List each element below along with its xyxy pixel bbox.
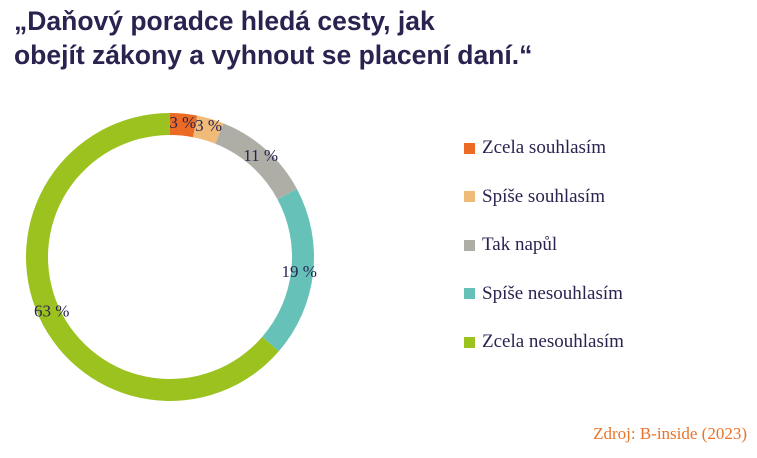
chart-title-line-1: „Daňový poradce hledá cesty, jak (14, 6, 435, 36)
data-label-tak-napul: 11 % (243, 146, 278, 165)
donut-slice-spise-souhlasim (193, 115, 224, 144)
chart-title-line-2: obejít zákony a vyhnout se placení daní.… (14, 40, 533, 70)
legend-swatch (464, 288, 475, 299)
donut-slice-spise-nesouhlasim (262, 188, 314, 352)
legend-item-zcela-nesouhlasim: Zcela nesouhlasím (464, 330, 624, 354)
data-label-spise-nesouhlasim: 19 % (281, 262, 316, 281)
legend-label: Tak napůl (482, 234, 558, 255)
data-label-spise-souhlasim: 3 % (195, 116, 222, 135)
legend-item-zcela-souhlasim: Zcela souhlasím (464, 136, 624, 160)
chart-title: „Daňový poradce hledá cesty, jak obejít … (14, 4, 734, 72)
legend-label: Spíše nesouhlasím (482, 282, 623, 304)
legend-swatch (464, 142, 475, 154)
legend-swatch (464, 191, 475, 202)
donut-slice-tak-napul (215, 123, 297, 200)
legend-swatch (464, 239, 475, 251)
legend-label: Spíše souhlasím (482, 185, 605, 207)
data-label-zcela-souhlasim: 3 % (169, 113, 196, 132)
legend-item-spise-nesouhlasim: Spíše nesouhlasím (464, 282, 624, 306)
legend-item-tak-napul: Tak napůl (464, 233, 624, 257)
chart-legend: Zcela souhlasím Spíše souhlasím Tak napůl S… (464, 136, 624, 379)
data-label-zcela-nesouhlasim: 63 % (34, 302, 69, 321)
donut-slice-zcela-souhlasim (170, 113, 198, 138)
source-note: Zdroj: B-inside (2023) (593, 424, 747, 443)
donut-slices (26, 112, 314, 401)
legend-label: Zcela nesouhlasím (482, 331, 624, 352)
legend-item-spise-souhlasim: Spíše souhlasím (464, 185, 624, 209)
donut-data-labels: 3 %3 % 11 % 19 % 63 % (34, 113, 317, 320)
legend-swatch (464, 336, 475, 348)
donut-slice-zcela-nesouhlasim (26, 112, 279, 401)
legend-label: Zcela souhlasím (482, 137, 606, 158)
